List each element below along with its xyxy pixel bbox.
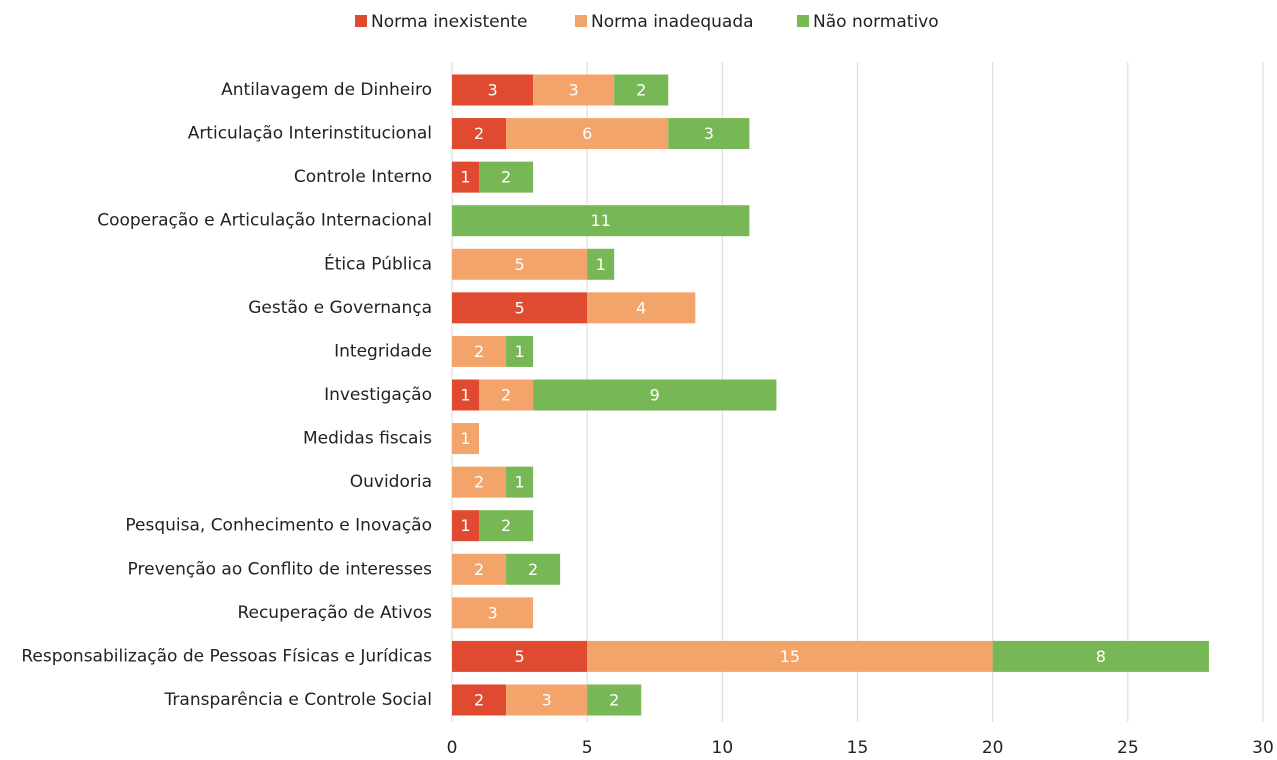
data-label: 2 — [474, 690, 484, 709]
x-tick-label: 15 — [847, 738, 869, 758]
bar-segment — [479, 510, 534, 542]
data-label: 1 — [514, 473, 524, 492]
data-label: 9 — [650, 385, 660, 404]
data-label: 1 — [514, 342, 524, 361]
data-label: 15 — [780, 647, 800, 666]
data-label: 1 — [460, 429, 470, 448]
data-label: 1 — [596, 255, 606, 274]
data-label: 6 — [582, 124, 592, 143]
bar-segment — [506, 466, 534, 498]
y-tick-label: Antilavagem de Dinheiro — [221, 80, 432, 100]
x-tick-label: 30 — [1252, 738, 1274, 758]
y-tick-label: Prevenção ao Conflito de interesses — [128, 559, 433, 579]
data-label: 3 — [704, 124, 714, 143]
bar-segment — [452, 248, 588, 280]
data-label: 2 — [636, 81, 646, 100]
bar-segment — [587, 248, 615, 280]
data-label: 2 — [474, 560, 484, 579]
bar-segment — [587, 684, 642, 716]
bar-segment — [506, 335, 534, 367]
y-tick-label: Integridade — [334, 341, 432, 361]
bar-segment — [479, 379, 534, 411]
data-label: 1 — [460, 168, 470, 187]
legend-label: Norma inadequada — [591, 12, 754, 32]
y-tick-label: Controle Interno — [294, 167, 432, 187]
data-label: 5 — [514, 255, 524, 274]
bar-segment — [992, 640, 1209, 672]
bar-segment — [452, 553, 507, 585]
bar-segment — [587, 640, 993, 672]
legend-swatch — [797, 15, 809, 27]
data-label: 3 — [487, 603, 497, 622]
y-tick-label: Recuperação de Ativos — [237, 603, 432, 623]
bar-segment — [506, 553, 561, 585]
bar-segment — [479, 161, 534, 193]
data-label: 11 — [591, 211, 611, 230]
data-label: 3 — [542, 690, 552, 709]
x-tick-label: 25 — [1117, 738, 1139, 758]
y-tick-label: Investigação — [324, 385, 432, 405]
bar-segment — [452, 292, 588, 324]
y-tick-label: Ouvidoria — [350, 472, 432, 492]
bar-segment — [452, 118, 507, 150]
x-tick-label: 20 — [982, 738, 1004, 758]
bar-segment — [452, 423, 480, 455]
legend-label: Não normativo — [813, 12, 939, 32]
y-tick-label: Pesquisa, Conhecimento e Inovação — [125, 516, 432, 536]
bar-segment — [452, 74, 534, 106]
data-label: 2 — [501, 385, 511, 404]
data-label: 1 — [460, 385, 470, 404]
bar-segment — [452, 379, 480, 411]
data-label: 2 — [609, 690, 619, 709]
data-label: 2 — [474, 473, 484, 492]
bar-segment — [452, 466, 507, 498]
data-label: 2 — [501, 168, 511, 187]
y-tick-label: Medidas fiscais — [303, 429, 432, 449]
bar-segment — [668, 118, 750, 150]
y-tick-label: Gestão e Governança — [248, 298, 432, 318]
data-label: 1 — [460, 516, 470, 535]
data-label: 4 — [636, 298, 646, 317]
bar-segment — [452, 161, 480, 193]
bar-segment — [452, 510, 480, 542]
data-label: 5 — [514, 647, 524, 666]
bar-segment — [452, 640, 588, 672]
x-tick-label: 10 — [712, 738, 734, 758]
y-tick-label: Ética Pública — [324, 252, 432, 274]
x-tick-label: 0 — [447, 738, 458, 758]
bar-segment — [587, 292, 696, 324]
y-tick-label: Articulação Interinstitucional — [188, 124, 432, 144]
bar-segment — [452, 205, 750, 237]
data-label: 2 — [501, 516, 511, 535]
data-label: 3 — [569, 81, 579, 100]
data-label: 8 — [1096, 647, 1106, 666]
bar-segment — [533, 74, 615, 106]
data-label: 5 — [514, 298, 524, 317]
bar-segment — [452, 335, 507, 367]
y-tick-label: Transparência e Controle Social — [164, 690, 432, 710]
bar-segment — [506, 118, 669, 150]
bar-segment — [506, 684, 588, 716]
y-tick-label: Responsabilização de Pessoas Físicas e J… — [21, 646, 432, 666]
y-tick-label: Cooperação e Articulação Internacional — [97, 211, 432, 231]
bar-segment — [614, 74, 669, 106]
legend-swatch — [575, 15, 587, 27]
legend-label: Norma inexistente — [371, 12, 528, 32]
bar-segment — [533, 379, 777, 411]
bar-segment — [452, 597, 534, 629]
legend-swatch — [355, 15, 367, 27]
x-tick-label: 5 — [582, 738, 593, 758]
data-label: 2 — [474, 124, 484, 143]
data-label: 2 — [528, 560, 538, 579]
data-label: 2 — [474, 342, 484, 361]
bar-segment — [452, 684, 507, 716]
data-label: 3 — [487, 81, 497, 100]
